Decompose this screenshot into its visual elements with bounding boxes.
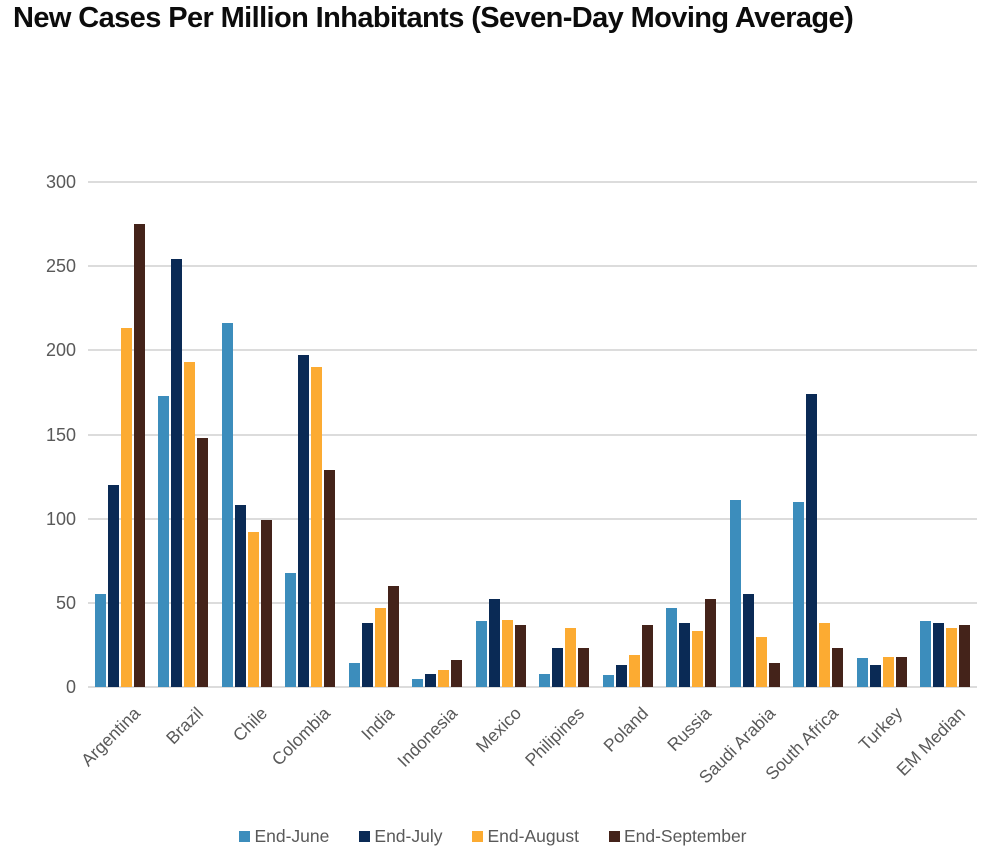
bar-end-august-em-median	[946, 628, 958, 687]
bar-end-july-em-median	[933, 623, 945, 687]
bar-end-june-saudi-arabia	[729, 500, 741, 687]
bar-end-september-brazil	[197, 437, 209, 687]
y-tick-label-250: 250	[45, 256, 76, 277]
bar-end-september-poland	[641, 624, 653, 687]
bar-end-august-russia	[692, 631, 704, 687]
bar-end-june-poland	[602, 675, 614, 687]
bar-end-july-india	[361, 623, 373, 687]
bar-end-july-saudi-arabia	[742, 594, 754, 687]
gridline-250	[88, 265, 977, 268]
bar-end-august-saudi-arabia	[755, 636, 767, 687]
bar-end-september-india	[387, 586, 399, 687]
bar-end-july-south-africa	[806, 394, 818, 687]
legend-swatch-end-september-icon	[608, 831, 620, 842]
bar-end-august-indonesia	[438, 670, 450, 687]
y-axis-labels: 0 50 100 150 200 250 300	[30, 0, 76, 853]
bar-end-june-brazil	[158, 395, 170, 687]
bar-end-june-chile	[221, 323, 233, 687]
y-tick-label-50: 50	[55, 592, 76, 613]
y-tick-label-100: 100	[45, 508, 76, 529]
bar-end-july-colombia	[298, 355, 310, 687]
bar-end-june-russia	[666, 607, 678, 687]
legend-label-end-july: End-July	[374, 826, 443, 846]
bar-end-july-russia	[679, 623, 691, 687]
legend: End-June End-July End-August End-September	[0, 826, 986, 847]
y-tick-label-200: 200	[45, 340, 76, 361]
y-tick-label-300: 300	[45, 172, 76, 192]
y-tick-label-150: 150	[45, 424, 76, 445]
bar-end-september-turkey	[895, 656, 907, 687]
bar-end-june-indonesia	[412, 678, 424, 687]
bar-end-september-mexico	[514, 624, 526, 687]
legend-label-end-september: End-September	[623, 826, 747, 846]
bar-end-july-turkey	[869, 665, 881, 687]
bar-end-july-indonesia	[425, 673, 437, 687]
bar-end-august-south-africa	[819, 623, 831, 687]
bar-end-august-india	[374, 607, 386, 687]
y-tick-label-0: 0	[65, 677, 76, 697]
bar-end-july-chile	[234, 505, 246, 687]
bar-end-september-argentina	[133, 224, 145, 687]
bar-end-september-indonesia	[451, 660, 463, 687]
bar-end-september-saudi-arabia	[768, 663, 780, 687]
gridline-150	[88, 433, 977, 436]
bar-end-september-philipines	[578, 648, 590, 687]
bar-end-august-brazil	[184, 362, 196, 687]
gridline-0	[88, 686, 977, 688]
gridline-300	[88, 181, 977, 183]
bar-end-june-colombia	[285, 572, 297, 687]
bar-end-august-argentina	[120, 328, 132, 687]
legend-item-end-august: End-August	[472, 826, 579, 847]
legend-swatch-end-july-icon	[359, 831, 371, 842]
bar-end-august-chile	[247, 532, 259, 687]
bar-end-august-poland	[628, 655, 640, 687]
bar-end-september-south-africa	[832, 648, 844, 687]
x-axis-label-em-median: EM Median	[892, 703, 970, 780]
legend-swatch-end-august-icon	[472, 831, 484, 842]
bar-end-july-brazil	[171, 259, 183, 687]
legend-item-end-june: End-June	[239, 826, 329, 847]
bar-end-august-colombia	[311, 367, 323, 687]
bar-end-june-em-median	[920, 621, 932, 687]
legend-swatch-end-june-icon	[239, 831, 251, 842]
bar-end-july-philipines	[552, 648, 564, 687]
legend-item-end-september: End-September	[608, 826, 747, 847]
bar-end-september-russia	[705, 599, 717, 687]
chart-title: New Cases Per Million Inhabitants (Seven…	[13, 2, 854, 34]
legend-label-end-august: End-August	[487, 826, 579, 846]
legend-item-end-july: End-July	[359, 826, 442, 847]
plot-area	[88, 181, 977, 688]
bar-end-june-south-africa	[793, 501, 805, 687]
bar-end-august-mexico	[501, 619, 513, 687]
gridline-200	[88, 349, 977, 352]
bar-end-july-poland	[615, 665, 627, 687]
bar-end-july-mexico	[488, 599, 500, 687]
bar-end-june-turkey	[856, 658, 868, 687]
bar-end-june-india	[348, 663, 360, 687]
bar-end-august-philipines	[565, 628, 577, 687]
bar-end-september-em-median	[959, 624, 971, 687]
bar-end-june-argentina	[94, 594, 106, 687]
bar-end-august-turkey	[882, 656, 894, 687]
gridline-50	[88, 601, 977, 604]
legend-label-end-june: End-June	[254, 826, 330, 846]
bar-end-september-colombia	[324, 469, 336, 687]
bar-end-june-philipines	[539, 673, 551, 687]
gridline-100	[88, 517, 977, 520]
bar-end-september-chile	[260, 520, 272, 687]
bar-end-july-argentina	[107, 485, 119, 687]
bar-end-june-mexico	[475, 621, 487, 687]
